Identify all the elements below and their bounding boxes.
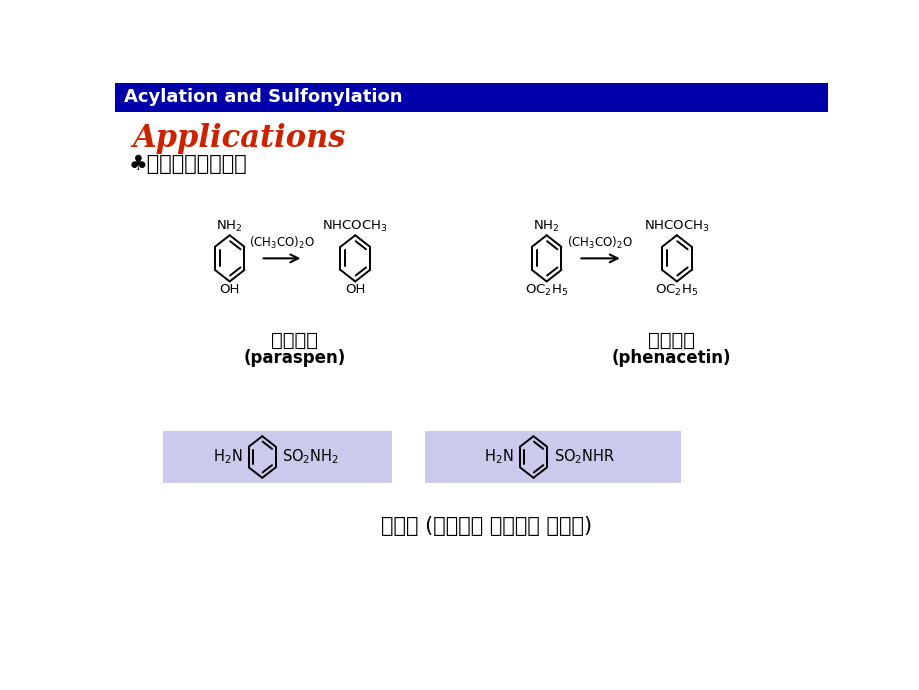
Text: OH: OH	[220, 283, 240, 296]
Text: OC$_2$H$_5$: OC$_2$H$_5$	[525, 283, 568, 298]
Text: NHCOCH$_3$: NHCOCH$_3$	[643, 219, 709, 234]
Text: NHCOCH$_3$: NHCOCH$_3$	[323, 219, 388, 234]
Text: OH: OH	[345, 283, 365, 296]
Text: 非那西丁: 非那西丁	[647, 331, 694, 350]
Text: (CH$_3$CO)$_2$O: (CH$_3$CO)$_2$O	[567, 235, 632, 250]
Text: Applications: Applications	[132, 123, 345, 154]
Text: SO$_2$NHR: SO$_2$NHR	[553, 448, 614, 466]
Text: (phenacetin): (phenacetin)	[611, 349, 731, 367]
Bar	[115, 83, 827, 112]
Text: (CH$_3$CO)$_2$O: (CH$_3$CO)$_2$O	[248, 235, 314, 250]
Text: H$_2$N: H$_2$N	[212, 448, 242, 466]
Text: NH$_2$: NH$_2$	[533, 219, 560, 234]
Text: (paraspen): (paraspen)	[244, 349, 346, 367]
Text: H$_2$N: H$_2$N	[483, 448, 513, 466]
Text: SO$_2$NH$_2$: SO$_2$NH$_2$	[282, 448, 339, 466]
Text: 扑热息痛: 扑热息痛	[271, 331, 318, 350]
Text: 磺胺药 (抗菌剂， 利尿药， 降糖药): 磺胺药 (抗菌剂， 利尿药， 降糖药)	[381, 515, 592, 535]
Bar	[163, 431, 391, 483]
Text: OC$_2$H$_5$: OC$_2$H$_5$	[654, 283, 698, 298]
Text: Acylation and Sulfonylation: Acylation and Sulfonylation	[124, 88, 403, 106]
Text: ♣药物合成中的应用: ♣药物合成中的应用	[129, 154, 247, 174]
Text: NH$_2$: NH$_2$	[216, 219, 243, 234]
Bar	[425, 431, 680, 483]
